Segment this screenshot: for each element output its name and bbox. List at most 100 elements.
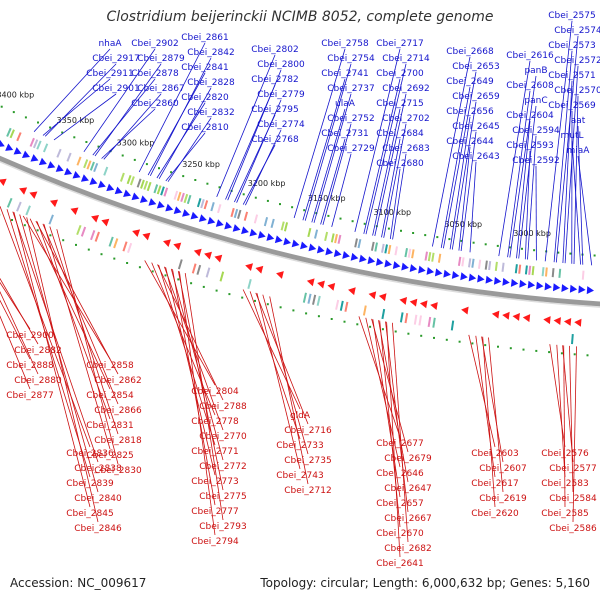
feature-bar-upper [501,262,505,272]
reverse-gene-arrow [193,248,202,257]
tick-mark-inner [75,243,77,246]
feature-bar-lower [80,226,87,237]
feature-bar-lower [113,238,119,249]
reverse-gene-arrow [461,306,469,315]
top-gene-label: Cbei_2901 [92,84,139,94]
bottom-gene-connector [378,320,409,483]
top-gene-connector [363,78,401,234]
bottom-gene-connector [562,345,574,463]
forward-gene-arrow [409,264,418,273]
bottom-gene-connector [249,291,301,440]
forward-gene-arrow [443,269,451,278]
feature-bar-upper [478,259,482,269]
top-gene-connector [94,63,162,157]
genome-backbone [0,155,600,307]
bottom-gene-connector [151,262,216,416]
bottom-gene-label: Cbei_2862 [94,376,141,386]
feature-bar-upper [16,132,22,142]
feature-bar-lower [339,300,344,311]
feature-bar-lower [399,312,404,323]
top-gene-label: ulaA [335,99,356,109]
forward-gene-arrow [316,245,325,254]
tick-mark-outer [206,182,209,185]
bottom-gene-connector [0,315,31,390]
reverse-gene-arrow [70,207,79,215]
feature-bar-upper [263,217,269,227]
tick-mark-outer [472,241,475,244]
reverse-gene-arrow [368,291,377,300]
feature-bar-upper [196,198,202,208]
tick-mark-inner [356,323,359,326]
forward-gene-arrow [283,237,292,246]
forward-gene-arrow [392,261,401,270]
bottom-gene-label: Cbei_2831 [86,421,133,431]
bottom-gene-label: Cbei_2877 [6,391,53,401]
tick-mark-inner [177,278,180,281]
top-gene-connector [92,78,156,156]
bottom-gene-connector [256,293,301,470]
bottom-gene-connector [488,337,504,493]
feature-bar-lower [316,295,321,306]
feature-bar-upper [488,260,492,271]
forward-gene-arrow [367,256,376,265]
forward-gene-arrow [375,257,384,266]
feature-bar-lower [191,263,197,274]
bottom-gene-connector [35,220,119,375]
forward-gene-arrow [249,228,258,237]
bottom-gene-connector [242,289,301,410]
forward-gene-arrow [190,211,199,220]
tick-mark-outer [254,196,257,199]
reverse-gene-arrow [50,199,58,208]
top-gene-connector [562,80,573,264]
forward-gene-arrow [30,154,39,162]
top-gene-label: Cbei_2668 [446,47,494,57]
feature-bar-upper [93,162,99,173]
tick-mark-inner [317,315,320,318]
bottom-gene-connector [43,224,111,450]
bottom-gene-label: Cbei_2620 [471,509,519,519]
feature-bar-upper [427,252,432,262]
forward-gene-arrow [333,249,342,258]
top-gene-connector [577,155,593,266]
tick-mark-outer [424,234,427,237]
bottom-gene-label: Cbei_2743 [276,471,323,481]
bottom-gene-connector [392,322,409,543]
top-gene-label: Cbei_2731 [321,129,368,139]
top-gene-label: Cbei_2879 [137,54,185,64]
bottom-gene-label: Cbei_2775 [199,492,246,502]
tick-mark-outer [158,167,160,170]
reverse-gene-arrow [574,318,582,327]
forward-gene-arrow [342,251,350,259]
feature-bar-upper [384,244,388,254]
bottom-gene-label: Cbei_2830 [94,466,142,476]
accession-text: Accession: NC_009617 [10,576,147,590]
reverse-gene-arrow [19,187,28,195]
top-gene-connector [374,93,407,237]
top-gene-connector [304,63,352,221]
top-gene-label: Cbei_2572 [554,56,600,66]
tick-mark-inner [266,303,269,306]
forward-gene-arrow [569,284,578,293]
top-gene-connector [44,63,117,137]
tick-mark-inner [49,234,52,237]
bottom-gene-connector [12,211,99,463]
feature-bar-upper [407,248,412,258]
tick-mark-inner [292,309,295,312]
top-gene-label: Cbei_2832 [187,108,234,118]
forward-gene-arrow [80,174,89,182]
feature-bar-upper [9,129,15,139]
forward-gene-arrow [519,279,527,288]
top-gene-label: aat [571,116,586,126]
feature-bar-upper [387,244,392,255]
forward-gene-arrow [72,171,81,179]
feature-bar-upper [270,218,275,228]
forward-gene-arrow [97,180,106,188]
scale-tick-label: 3150 kbp [308,194,346,203]
bottom-gene-label: Cbei_2854 [86,391,134,401]
bottom-gene-label: Cbei_2794 [191,537,239,547]
forward-gene-arrow [451,270,460,279]
feature-bar-upper [545,267,548,277]
forward-gene-arrow [510,278,519,287]
tick-mark-inner [445,338,448,341]
feature-bar-upper [200,199,205,209]
